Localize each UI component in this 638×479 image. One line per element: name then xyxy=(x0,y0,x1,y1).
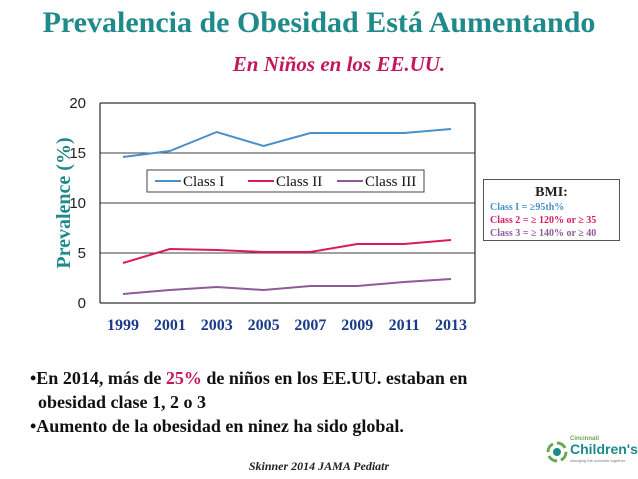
x-tick-label: 2007 xyxy=(294,317,326,334)
y-tick-label: 10 xyxy=(69,195,86,212)
bullet-list: •En 2014, más de 25% de niños en los EE.… xyxy=(30,366,630,438)
bmi-legend-box: BMI: Class I = ≥95th% Class 2 = ≥ 120% o… xyxy=(483,179,620,241)
y-tick-label: 0 xyxy=(78,295,86,312)
chart-gridlines xyxy=(99,102,476,304)
bmi-class2: Class 2 = ≥ 120% or ≥ 35 xyxy=(490,215,597,226)
slide-title: Prevalencia de Obesidad Está Aumentando xyxy=(42,6,596,39)
bmi-class3: Class 3 = ≥ 140% or ≥ 40 xyxy=(490,228,597,239)
bullet-2: •Aumento de la obesidad en ninez ha sido… xyxy=(30,416,404,436)
y-axis-label: Prevalence (%) xyxy=(53,137,75,268)
legend-label-1: Class I xyxy=(183,174,224,190)
y-tick-label: 5 xyxy=(78,245,86,262)
logo-small-text: Cincinnati xyxy=(570,436,600,442)
x-tick-label: 2011 xyxy=(389,317,420,334)
bullet-1-percent: 25% xyxy=(165,368,202,388)
chart-legend: Class I Class II Class III xyxy=(146,169,425,193)
legend-label-3: Class III xyxy=(365,174,416,190)
bullet-1-line2: obesidad clase 1, 2 o 3 xyxy=(38,392,207,412)
legend-box xyxy=(146,169,425,193)
bullet-1-pre: •En 2014, más de xyxy=(30,368,166,388)
bmi-class1: Class I = ≥95th% xyxy=(490,202,565,213)
series-lines xyxy=(122,128,452,295)
x-axis-ticks: 1999 2001 2003 2005 2007 2009 2011 2013 xyxy=(107,317,467,334)
y-axis-ticks: 0 5 10 15 20 xyxy=(69,95,86,312)
series-line-1 xyxy=(122,128,452,158)
x-tick-label: 2001 xyxy=(154,317,186,334)
bullet-1-post: de niños en los EE.UU. estaban en xyxy=(201,368,468,388)
y-tick-label: 15 xyxy=(69,145,86,162)
x-tick-label: 2005 xyxy=(248,317,280,334)
bullet-1: •En 2014, más de 25% de niños en los EE.… xyxy=(30,366,630,390)
childrens-logo: Cincinnati Children's changing the outco… xyxy=(546,433,638,469)
series-line-3 xyxy=(122,278,452,295)
x-tick-label: 2003 xyxy=(201,317,233,334)
y-tick-label: 20 xyxy=(69,95,86,112)
x-tick-label: 2009 xyxy=(341,317,373,334)
logo-tagline: changing the outcome together xyxy=(570,458,626,463)
bmi-title: BMI: xyxy=(535,185,568,200)
logo-big-text: Children's xyxy=(570,441,638,457)
childrens-logo-icon xyxy=(546,441,568,463)
x-tick-label: 1999 xyxy=(107,317,139,334)
legend-label-2: Class II xyxy=(276,174,322,190)
slide-subtitle: En Niños en los EE.UU. xyxy=(232,52,446,76)
x-tick-label: 2013 xyxy=(435,317,467,334)
citation: Skinner 2014 JAMA Pediatr xyxy=(248,459,390,473)
series-line-2 xyxy=(122,239,452,264)
